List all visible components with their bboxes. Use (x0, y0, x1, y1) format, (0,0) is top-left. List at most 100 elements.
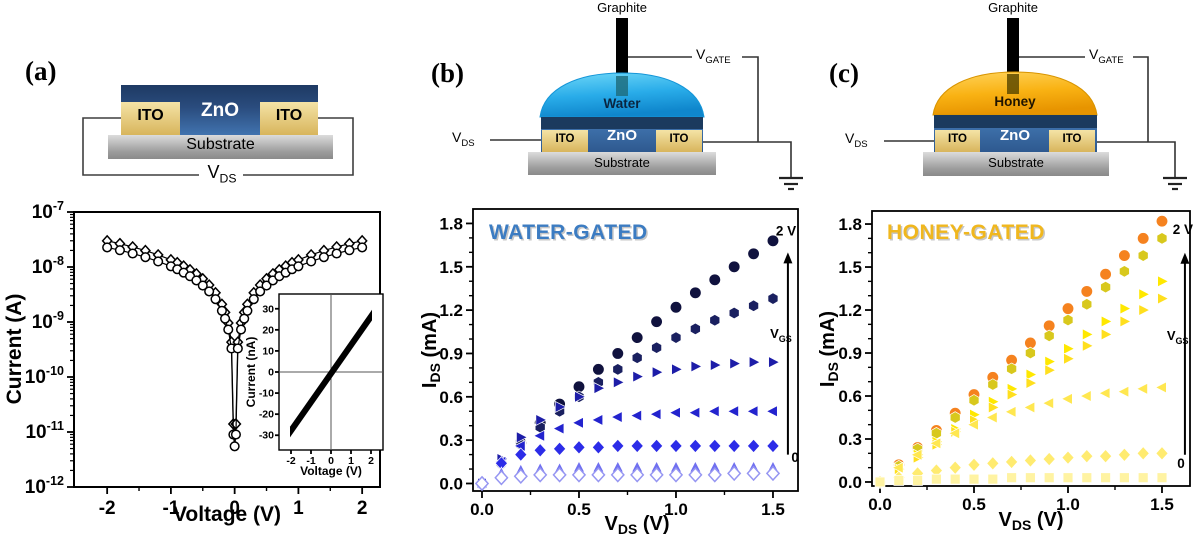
wire-a-left (82, 117, 199, 176)
ito-left-a (121, 102, 180, 135)
graphite-label-c: Graphite (988, 0, 1038, 15)
wire-c-drain (1097, 141, 1176, 177)
vds-sub-a: DS (219, 171, 237, 186)
svg-text:-30: -30 (259, 430, 274, 442)
graphite-tip-b (616, 76, 628, 96)
device-c (884, 18, 1187, 191)
svg-text:0.0: 0.0 (439, 474, 463, 493)
ito-right-label-c: ITO (1062, 133, 1082, 145)
ito-left-c (935, 130, 980, 152)
svg-text:1.8: 1.8 (838, 215, 862, 234)
svg-text:WATER-GATED: WATER-GATED (489, 221, 648, 244)
zno-label-b: ZnO (607, 127, 637, 144)
svg-text:0: 0 (268, 367, 274, 379)
svg-text:10-7: 10-7 (32, 199, 64, 223)
svg-text:10-11: 10-11 (25, 419, 64, 443)
svg-text:2: 2 (357, 498, 368, 519)
ito-left-b (542, 130, 588, 152)
svg-text:10-12: 10-12 (25, 474, 64, 498)
ito-right-label-b: ITO (669, 133, 689, 145)
svg-text:0.5: 0.5 (567, 500, 591, 519)
honey-label: Honey (994, 94, 1036, 109)
panel-label-b: (b) (431, 58, 464, 88)
svg-text:1.2: 1.2 (838, 301, 862, 320)
ito-left-label-b: ITO (555, 133, 575, 145)
vds-sub-b: DS (461, 137, 475, 149)
svg-text:-10: -10 (259, 388, 274, 400)
svg-text:0.3: 0.3 (838, 430, 862, 449)
device-a (82, 85, 354, 176)
substrate-label-c: Substrate (988, 155, 1044, 170)
zno-top-c (934, 115, 1097, 128)
svg-text:2 V: 2 V (1173, 222, 1193, 237)
wire-b-drain (703, 141, 792, 177)
vgate-sub-c: GATE (1098, 54, 1124, 66)
substrate-b (528, 152, 716, 175)
vds-label-a: VDS (196, 162, 248, 186)
svg-text:0.6: 0.6 (439, 388, 463, 407)
svg-text:0.9: 0.9 (439, 344, 463, 363)
substrate-label-a: Substrate (186, 136, 255, 153)
water-label: Water (603, 96, 641, 111)
svg-text:2 V: 2 V (776, 224, 796, 239)
svg-text:1.5: 1.5 (761, 500, 785, 519)
ito-left-label-c: ITO (948, 133, 967, 145)
ito-right-c (1049, 130, 1095, 152)
panel-label-a: (a) (25, 56, 57, 86)
svg-text:0: 0 (328, 455, 334, 467)
vds-label-c: VDS (845, 130, 868, 150)
svg-text:1.5: 1.5 (838, 258, 862, 277)
svg-text:0.6: 0.6 (838, 387, 862, 406)
svg-text:VDS (V): VDS (V) (604, 513, 669, 537)
wire-b-gate2 (742, 56, 759, 142)
svg-text:Current (A): Current (A) (3, 294, 26, 405)
svg-text:1: 1 (348, 455, 354, 467)
svg-text:Voltage (V): Voltage (V) (173, 503, 281, 526)
svg-text:10: 10 (262, 345, 274, 357)
svg-text:Voltage (V): Voltage (V) (300, 464, 362, 478)
svg-text:0.0: 0.0 (470, 500, 494, 519)
svg-text:0.0: 0.0 (868, 495, 892, 514)
svg-text:20: 20 (262, 324, 274, 336)
ground-icon-b (779, 176, 803, 191)
svg-text:HONEY-GATED: HONEY-GATED (887, 221, 1045, 244)
ground-icon-c (1163, 176, 1187, 191)
graphite-label-b: Graphite (597, 0, 647, 15)
vgate-base-c: V (1089, 46, 1099, 62)
svg-text:1.0: 1.0 (664, 500, 688, 519)
svg-text:10-9: 10-9 (32, 309, 64, 333)
graphite-electrode-b (616, 18, 628, 80)
svg-text:VGS: VGS (770, 326, 792, 344)
vds-base-a: V (207, 162, 220, 182)
svg-text:VGS: VGS (1167, 328, 1189, 346)
svg-text:2: 2 (368, 455, 374, 467)
svg-text:1.5: 1.5 (1150, 495, 1174, 514)
substrate-label-b: Substrate (594, 155, 650, 170)
graphite-tip-c (1007, 74, 1019, 94)
svg-text:-20: -20 (259, 409, 274, 421)
vds-base-b: V (452, 129, 462, 145)
svg-text:0: 0 (1177, 456, 1185, 471)
svg-text:IDS (mA): IDS (mA) (419, 312, 443, 388)
vds-label-b: VDS (452, 129, 475, 149)
svg-text:0: 0 (791, 450, 799, 465)
svg-text:30: 30 (262, 303, 274, 315)
svg-text:-2: -2 (99, 498, 116, 519)
svg-text:1.0: 1.0 (1056, 495, 1080, 514)
svg-text:VDS (V): VDS (V) (998, 509, 1063, 533)
ito-left-label-a: ITO (137, 107, 164, 124)
graphite-electrode-c (1007, 18, 1019, 78)
panel-label-c: (c) (829, 58, 859, 88)
ito-right-b (656, 130, 702, 152)
zno-top-b (541, 117, 703, 129)
svg-text:IDS (mA): IDS (mA) (817, 311, 841, 387)
svg-text:1: 1 (293, 498, 304, 519)
zno-label-a: ZnO (201, 100, 239, 121)
device-b (490, 18, 803, 191)
zno-label-c: ZnO (1000, 127, 1030, 144)
